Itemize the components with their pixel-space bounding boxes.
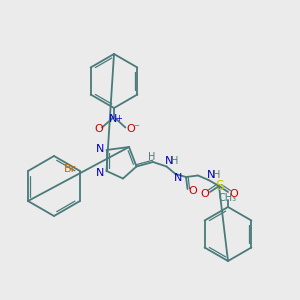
Text: H: H (148, 152, 155, 162)
Text: N: N (174, 172, 183, 183)
Text: O: O (200, 189, 209, 200)
Text: O: O (188, 185, 197, 196)
Text: S: S (214, 179, 224, 193)
Text: ⁻: ⁻ (133, 123, 139, 133)
Text: N: N (96, 143, 105, 154)
Text: N: N (109, 114, 118, 124)
Text: N: N (96, 167, 105, 178)
Text: +: + (116, 114, 122, 123)
Text: N: N (165, 156, 174, 166)
Text: O: O (94, 124, 103, 134)
Text: Br: Br (64, 164, 76, 175)
Text: N: N (207, 169, 216, 180)
Text: O: O (229, 189, 238, 200)
Text: CH₃: CH₃ (219, 193, 237, 203)
Text: O: O (126, 124, 135, 134)
Text: H: H (171, 156, 178, 166)
Text: H: H (213, 169, 220, 180)
